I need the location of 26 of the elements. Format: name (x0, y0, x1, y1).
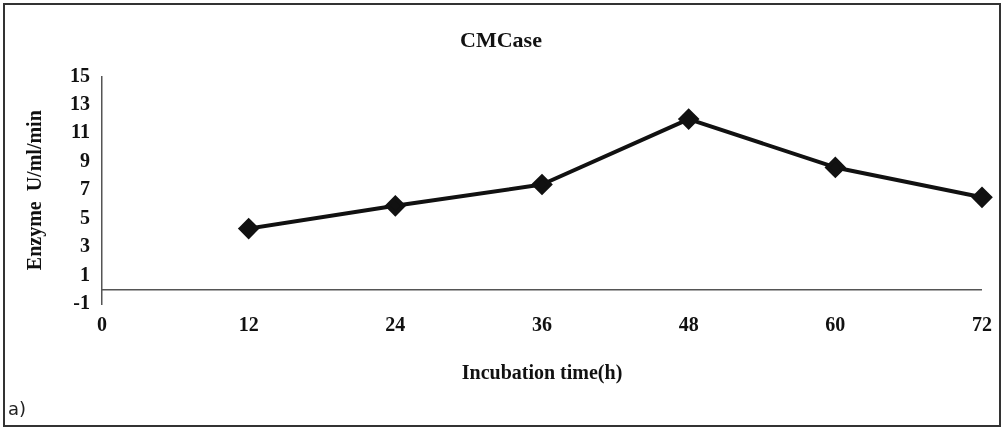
point (825, 157, 846, 178)
y-tick-label: 3 (80, 234, 90, 257)
point (238, 218, 259, 239)
x-tick-label: 0 (97, 313, 107, 336)
x-tick-label: 36 (532, 313, 552, 336)
y-axis-title: Enzyme U/ml/min (23, 110, 47, 271)
x-tick-label: 48 (678, 313, 699, 336)
y-tick-label: 15 (70, 63, 90, 86)
chart-title: CMCase (460, 26, 543, 52)
point (385, 195, 406, 216)
y-tick-label: 13 (70, 92, 90, 115)
y-tick-label: 5 (80, 205, 90, 228)
x-tick-label: 24 (385, 313, 406, 336)
point (532, 174, 552, 195)
x-tick-label: 12 (238, 313, 259, 336)
y-tick-label: 7 (80, 177, 90, 200)
y-tick-label: 9 (80, 148, 90, 171)
y-tick-label: 11 (71, 120, 90, 143)
y-tick-label: -1 (73, 291, 90, 314)
x-tick-label: 72 (972, 313, 992, 336)
point (972, 187, 992, 208)
text: a) (8, 398, 27, 419)
y-tick-label: 1 (80, 262, 90, 285)
point (678, 109, 699, 130)
x-tick-label: 60 (825, 313, 846, 336)
x-axis-title: Incubation time(h) (461, 361, 623, 385)
